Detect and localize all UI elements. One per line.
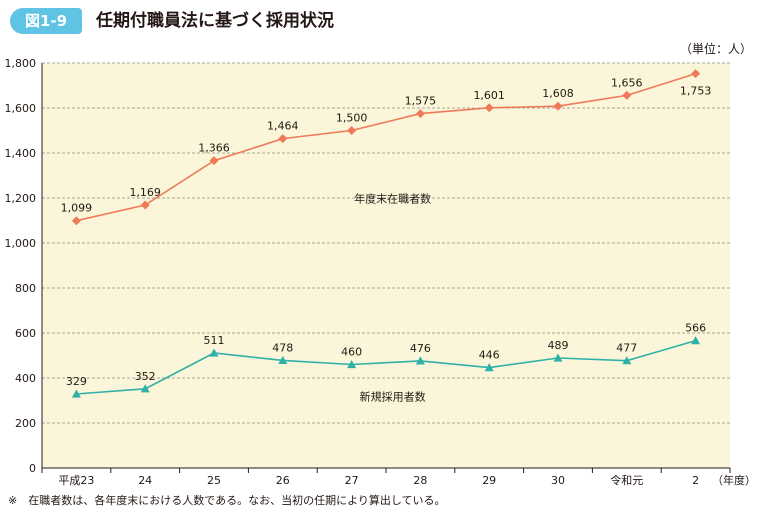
unit-label: （単位：人） bbox=[679, 42, 752, 56]
data-point-diamond bbox=[415, 109, 425, 119]
data-label: 329 bbox=[66, 375, 87, 388]
x-tick-label: 29 bbox=[482, 474, 496, 487]
data-point-triangle bbox=[691, 336, 701, 345]
data-point-diamond bbox=[278, 134, 288, 144]
x-tick-label: 24 bbox=[138, 474, 152, 487]
data-point-triangle bbox=[553, 353, 563, 362]
data-label: 1,575 bbox=[405, 95, 437, 108]
data-label: 511 bbox=[204, 334, 225, 347]
data-label: 476 bbox=[410, 342, 431, 355]
data-point-triangle bbox=[347, 360, 357, 369]
data-point-triangle bbox=[415, 356, 425, 365]
data-point-diamond bbox=[484, 103, 494, 113]
data-point-triangle bbox=[71, 389, 81, 398]
figure-number-badge: 図1-9 bbox=[10, 8, 82, 34]
data-label: 1,464 bbox=[267, 120, 299, 133]
data-label: 1,601 bbox=[473, 89, 505, 102]
plot-area bbox=[42, 63, 730, 468]
data-point-diamond bbox=[140, 200, 150, 210]
data-point-diamond bbox=[622, 90, 632, 100]
x-tick-label: 26 bbox=[276, 474, 290, 487]
y-tick-label: 0 bbox=[29, 462, 36, 475]
data-label: 1,608 bbox=[542, 87, 574, 100]
data-label: 1,500 bbox=[336, 112, 368, 125]
series-name-label: 新規採用者数 bbox=[360, 390, 426, 404]
x-axis-label: （年度） bbox=[712, 473, 756, 487]
x-tick-label: 30 bbox=[551, 474, 565, 487]
data-label: 1,099 bbox=[61, 202, 93, 215]
y-tick-label: 400 bbox=[15, 372, 36, 385]
data-point-diamond bbox=[71, 216, 81, 226]
series-name-label: 年度末在職者数 bbox=[354, 192, 431, 206]
y-tick-label: 600 bbox=[15, 327, 36, 340]
data-point-triangle bbox=[209, 348, 219, 357]
data-point-diamond bbox=[553, 101, 563, 111]
data-label: 352 bbox=[135, 370, 156, 383]
data-label: 1,169 bbox=[129, 186, 161, 199]
y-tick-label: 1,400 bbox=[5, 147, 37, 160]
data-label: 1,753 bbox=[680, 85, 712, 98]
data-label: 460 bbox=[341, 346, 362, 359]
data-point-triangle bbox=[484, 363, 494, 372]
x-tick-label: 27 bbox=[345, 474, 359, 487]
x-tick-label: 2 bbox=[692, 474, 699, 487]
data-label: 566 bbox=[685, 322, 706, 335]
y-tick-label: 1,200 bbox=[5, 192, 37, 205]
data-point-triangle bbox=[622, 356, 632, 365]
x-tick-label: 28 bbox=[413, 474, 427, 487]
data-label: 1,366 bbox=[198, 142, 230, 155]
data-label: 478 bbox=[272, 341, 293, 354]
y-tick-label: 1,600 bbox=[5, 102, 37, 115]
data-label: 1,656 bbox=[611, 76, 643, 89]
data-point-triangle bbox=[140, 384, 150, 393]
data-label: 477 bbox=[616, 342, 637, 355]
x-tick-label: 平成23 bbox=[58, 474, 94, 487]
y-tick-label: 1,000 bbox=[5, 237, 37, 250]
y-tick-label: 800 bbox=[15, 282, 36, 295]
data-label: 446 bbox=[479, 349, 500, 362]
series-line bbox=[76, 339, 696, 395]
data-point-triangle bbox=[278, 355, 288, 365]
data-point-diamond bbox=[691, 69, 701, 79]
x-tick-label: 令和元 bbox=[610, 473, 643, 487]
y-tick-label: 200 bbox=[15, 417, 36, 430]
series-line bbox=[76, 72, 696, 222]
data-point-diamond bbox=[347, 126, 357, 135]
data-label: 489 bbox=[548, 339, 569, 352]
data-point-diamond bbox=[209, 156, 219, 166]
y-tick-label: 1,800 bbox=[5, 57, 37, 70]
footnote: ※ 在職者数は、各年度末における人数である。なお、当初の任期により算出している。 bbox=[8, 494, 446, 507]
chart-title: 任期付職員法に基づく採用状況 bbox=[96, 11, 334, 31]
x-tick-label: 25 bbox=[207, 474, 221, 487]
